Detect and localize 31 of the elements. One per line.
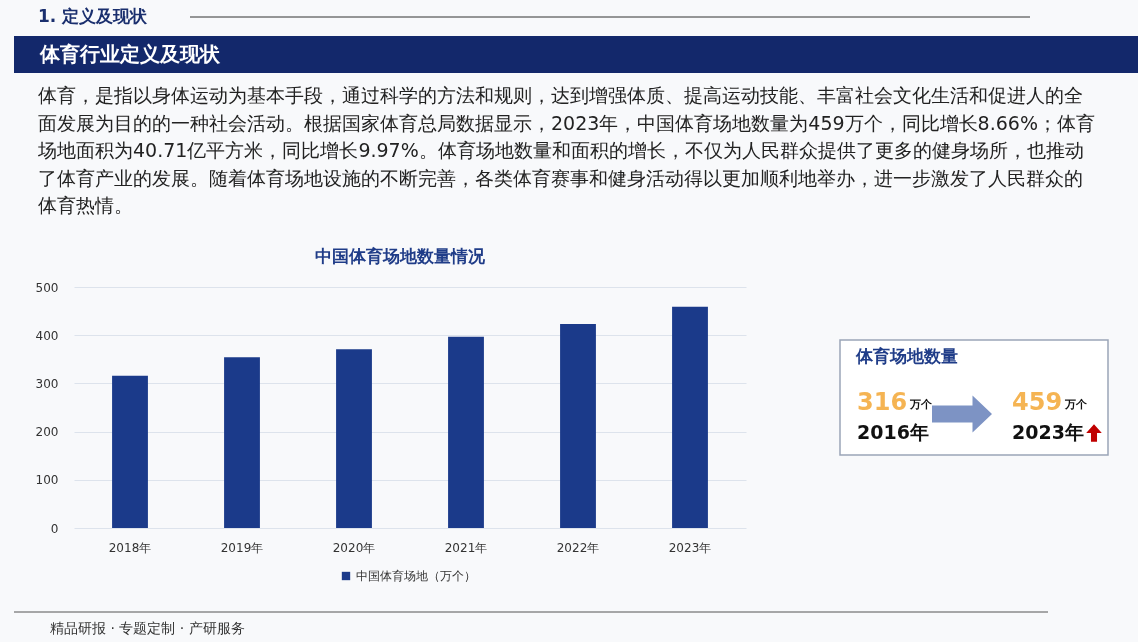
text: 316 bbox=[857, 388, 908, 416]
y-tick-label: 200 bbox=[35, 425, 59, 440]
y-tick-label: 500 bbox=[35, 280, 59, 295]
text: 万个 bbox=[1064, 398, 1088, 411]
legend-label: 中国体育场地（万个） bbox=[356, 569, 476, 583]
text: 精品研报 · 专题定制 · 产研服务 bbox=[50, 620, 245, 636]
y-tick-label: 0 bbox=[50, 521, 59, 536]
bar bbox=[336, 349, 372, 528]
text: 体育，是指以身体运动为基本手段，通过科学的方法和规则，达到增强体质、提高运动技能、丰富社会文化生活和促进人的全面发展为目的的一种社会活动。根据国家体育总局数据显示，2023年，中国体育场地数量为459万个，同比增长8.66%；体育场地面积为40.71亿平方米，同比增长9.97%。体育场地数量和面积的增长，不仅为人民群众提供了更多的健身场所，也推动了体育产业的发展。随着体育场地设施的不断完善，各类体育赛事和健身活动得以更加顺利地举办，进一步激发了人民群众的体育热情。 bbox=[37, 84, 1095, 216]
bar bbox=[560, 324, 596, 528]
text: 2023年 bbox=[1012, 421, 1084, 443]
text: 1. 定义及现状 bbox=[38, 6, 149, 26]
bar bbox=[112, 375, 148, 528]
bar bbox=[448, 336, 484, 528]
y-tick-label: 100 bbox=[35, 473, 59, 488]
x-tick-label: 2021年 bbox=[444, 540, 488, 555]
bar bbox=[224, 357, 260, 528]
text: 2016年 bbox=[857, 421, 929, 443]
text: 459 bbox=[1012, 388, 1063, 416]
x-tick-label: 2022年 bbox=[556, 540, 600, 555]
x-tick-label: 2020年 bbox=[332, 540, 376, 555]
text: 万个 bbox=[909, 398, 933, 411]
text: 体育场地数量 bbox=[855, 346, 958, 366]
x-tick-label: 2019年 bbox=[220, 540, 264, 555]
x-tick-label: 2023年 bbox=[668, 540, 712, 555]
y-tick-label: 400 bbox=[35, 328, 59, 343]
chart-title: 中国体育场地数量情况 bbox=[315, 246, 486, 266]
y-tick-label: 300 bbox=[35, 376, 59, 391]
bar bbox=[672, 306, 708, 528]
x-tick-label: 2018年 bbox=[108, 540, 152, 555]
text: 体育行业定义及现状 bbox=[39, 42, 221, 66]
